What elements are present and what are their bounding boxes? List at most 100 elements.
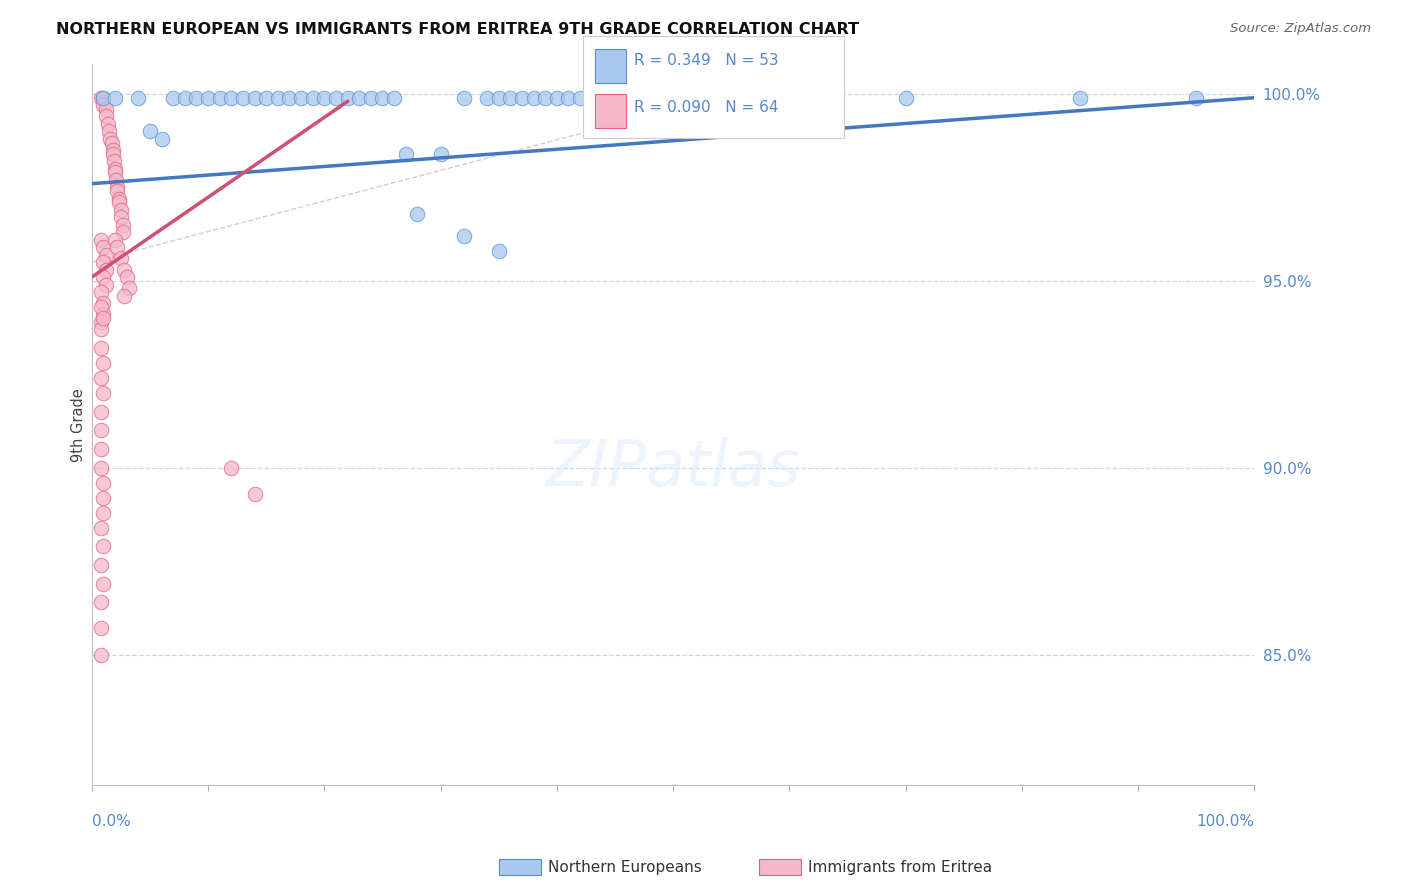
Point xyxy=(104,233,127,247)
Point xyxy=(453,229,475,244)
Point xyxy=(93,296,115,310)
Point xyxy=(94,277,117,292)
Point xyxy=(534,91,557,105)
Point xyxy=(93,255,115,269)
Point xyxy=(221,460,243,475)
Point xyxy=(90,285,112,299)
Point xyxy=(162,91,184,105)
Point xyxy=(107,192,129,206)
Point xyxy=(347,91,370,105)
Point xyxy=(104,161,127,176)
Point xyxy=(186,91,208,105)
Point xyxy=(488,244,510,258)
Point xyxy=(90,648,112,662)
Point xyxy=(90,91,112,105)
Point xyxy=(685,91,707,105)
Point xyxy=(557,91,579,105)
Point xyxy=(371,91,394,105)
Text: Immigrants from Eritrea: Immigrants from Eritrea xyxy=(808,860,993,874)
Point xyxy=(616,91,638,105)
Point xyxy=(112,262,135,277)
Point xyxy=(673,91,696,105)
Point xyxy=(488,91,510,105)
Point xyxy=(173,91,195,105)
Point xyxy=(301,91,323,105)
Point xyxy=(94,109,117,123)
Point xyxy=(1069,91,1091,105)
Point xyxy=(221,91,243,105)
Point xyxy=(100,132,122,146)
Point xyxy=(93,270,115,285)
Point xyxy=(592,91,614,105)
Point xyxy=(627,91,650,105)
Point xyxy=(382,91,405,105)
Point xyxy=(105,240,128,254)
Point xyxy=(110,211,132,225)
Point xyxy=(522,91,544,105)
Point xyxy=(90,558,112,572)
Point xyxy=(90,520,112,534)
Point xyxy=(110,202,132,217)
Point xyxy=(107,195,129,210)
Point xyxy=(94,248,117,262)
Y-axis label: 9th Grade: 9th Grade xyxy=(72,388,86,462)
Point xyxy=(90,423,112,437)
Point xyxy=(94,262,117,277)
Point xyxy=(105,180,128,194)
Point xyxy=(243,487,266,501)
Text: Northern Europeans: Northern Europeans xyxy=(548,860,702,874)
Point xyxy=(662,91,685,105)
Point xyxy=(90,405,112,419)
Point xyxy=(97,117,120,131)
Point xyxy=(90,322,112,336)
Text: 100.0%: 100.0% xyxy=(1197,814,1254,830)
Point xyxy=(139,124,162,138)
Point xyxy=(150,132,173,146)
Point xyxy=(314,91,336,105)
Point xyxy=(100,136,122,150)
Point xyxy=(93,91,115,105)
Point xyxy=(93,91,115,105)
Point xyxy=(406,206,429,220)
Point xyxy=(112,289,135,303)
Point xyxy=(110,252,132,266)
Point xyxy=(93,308,115,322)
Point xyxy=(290,91,312,105)
Point xyxy=(569,91,592,105)
Text: R = 0.349   N = 53: R = 0.349 N = 53 xyxy=(634,53,779,68)
Text: Source: ZipAtlas.com: Source: ZipAtlas.com xyxy=(1230,22,1371,36)
Point xyxy=(638,91,661,105)
Point xyxy=(90,315,112,329)
Point xyxy=(243,91,266,105)
Point xyxy=(90,622,112,636)
Point xyxy=(93,491,115,505)
Point xyxy=(278,91,301,105)
Point xyxy=(429,146,451,161)
Point xyxy=(93,98,115,112)
Point xyxy=(546,91,568,105)
Point xyxy=(650,91,672,105)
Point xyxy=(232,91,254,105)
Point xyxy=(336,91,359,105)
Point xyxy=(105,184,128,198)
Point xyxy=(93,475,115,490)
Point xyxy=(208,91,231,105)
Point xyxy=(118,281,141,295)
Point xyxy=(93,386,115,401)
Point xyxy=(105,173,128,187)
Point xyxy=(90,371,112,385)
Point xyxy=(90,233,112,247)
Text: ZIPatlas: ZIPatlas xyxy=(546,437,801,499)
Point xyxy=(93,240,115,254)
Point xyxy=(112,218,135,232)
Point xyxy=(90,595,112,609)
Point xyxy=(1185,91,1208,105)
Point xyxy=(510,91,533,105)
Point xyxy=(197,91,219,105)
Point xyxy=(104,91,127,105)
Point xyxy=(112,225,135,239)
Point xyxy=(325,91,347,105)
Point xyxy=(101,146,124,161)
Point xyxy=(93,576,115,591)
Point xyxy=(267,91,290,105)
